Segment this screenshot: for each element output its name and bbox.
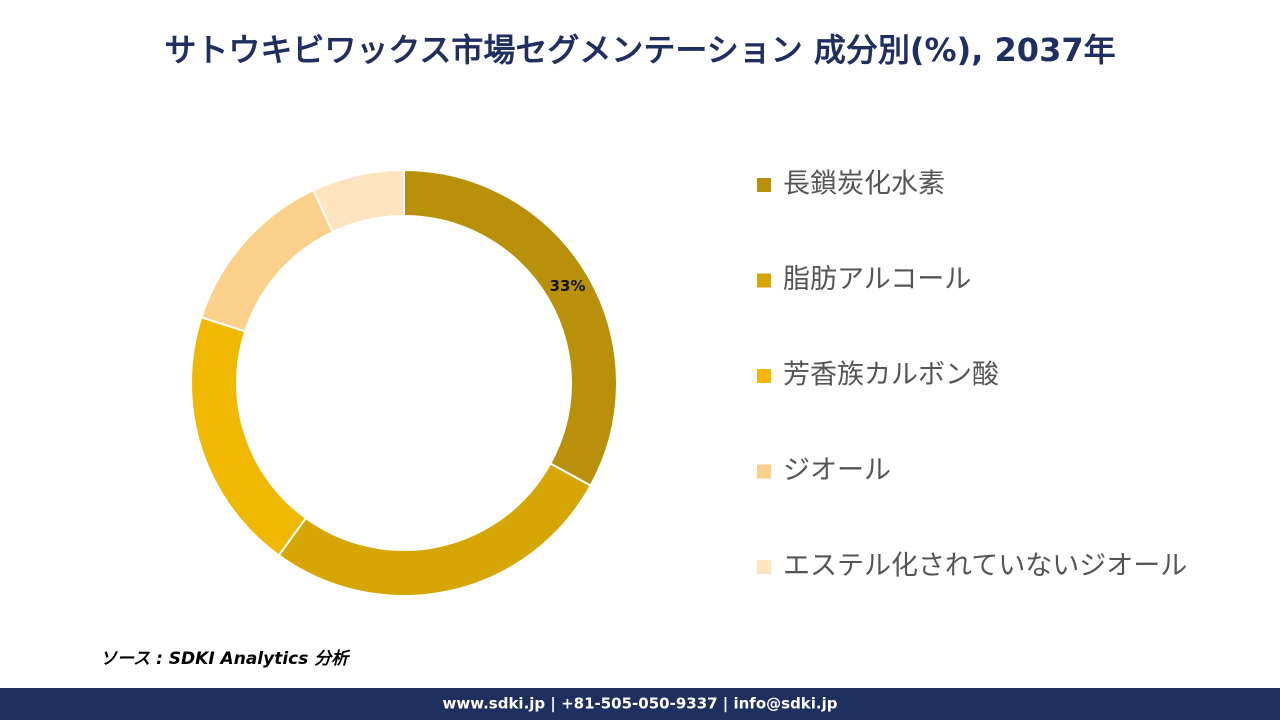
legend-swatch [757,464,771,479]
data-label: 33% [550,277,586,295]
legend-swatch [757,178,771,192]
donut-segment [277,462,593,597]
legend-label: 長鎖炭化水素 [783,169,945,200]
legend-label: ジオール [783,455,891,486]
legend-swatch [757,560,771,574]
legend-label: エステル化されていないジオール [783,551,1187,582]
legend-label: 脂肪アルコール [783,264,971,295]
donut-segment [311,168,405,234]
footer-text: www.sdki.jp | +81-505-050-9337 | info@sd… [442,695,837,714]
legend-swatch [757,273,771,288]
donut-segment [200,188,335,333]
legend-label: 芳香族カルボン酸 [783,360,999,391]
legend-swatch [757,369,771,383]
source-note: ソース : SDKI Analytics 分析 [100,649,351,669]
chart-title: サトウキビワックス市場セグメンテーション 成分別(%), 2037年 [164,31,1115,69]
footer-bar [0,688,1280,720]
donut-segment [190,315,308,557]
donut-segment [403,168,618,487]
